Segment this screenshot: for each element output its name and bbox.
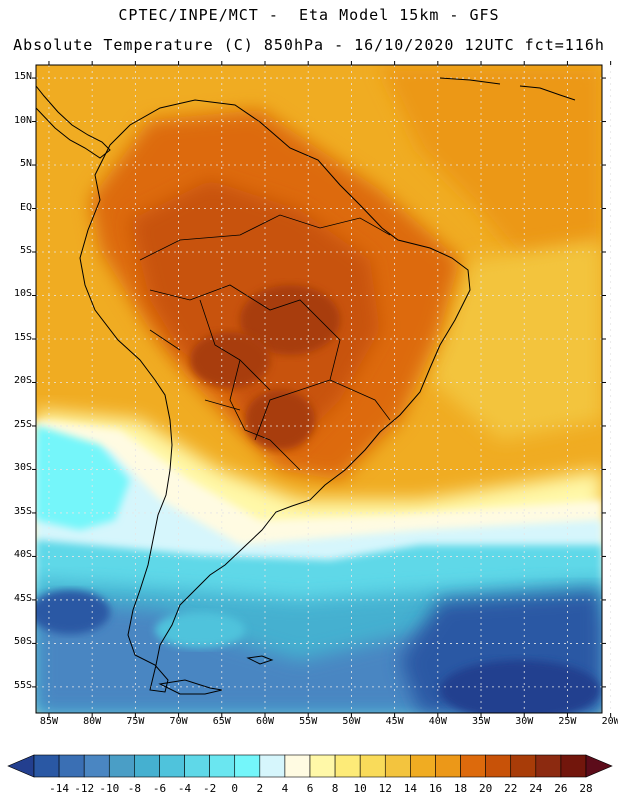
lon-tick-label: 85W bbox=[39, 716, 58, 727]
colorbar-segment bbox=[384, 754, 411, 778]
colorbar-label: -14 bbox=[49, 782, 70, 795]
colorbar-label: -10 bbox=[99, 782, 120, 795]
colorbar-segment bbox=[83, 754, 110, 778]
colorbar-label: 8 bbox=[331, 782, 339, 795]
colorbar-segment bbox=[485, 754, 512, 778]
colorbar-segment bbox=[560, 754, 587, 778]
colorbar-label: 10 bbox=[353, 782, 367, 795]
lon-tick-label: 50W bbox=[342, 716, 361, 727]
temperature-field bbox=[36, 65, 602, 713]
field-patagonia-pocket bbox=[155, 612, 245, 648]
lat-tick-label: 10S bbox=[13, 288, 32, 300]
lat-tick-label: 10N bbox=[13, 114, 32, 126]
lat-tick-label: 15S bbox=[13, 331, 32, 343]
tierra-del-fuego bbox=[158, 679, 223, 695]
field-deep-blue-west bbox=[36, 590, 110, 634]
colorbar-label: 28 bbox=[579, 782, 593, 795]
field-deepest-blue bbox=[440, 660, 600, 713]
lon-tick-label: 45W bbox=[385, 716, 404, 727]
colorbar-max-arrow bbox=[585, 754, 613, 778]
falkland-islands bbox=[246, 655, 274, 665]
lat-tick-label: 55S bbox=[13, 679, 32, 691]
colorbar-segment bbox=[334, 754, 361, 778]
colorbar-segment bbox=[234, 754, 261, 778]
lat-tick-label: 20S bbox=[13, 375, 32, 387]
lat-lon-grid bbox=[36, 65, 612, 713]
lat-tick-label: 25S bbox=[13, 418, 32, 430]
colorbar-label: 18 bbox=[453, 782, 468, 795]
map-subtitle: Absolute Temperature (C) 850hPa - 16/10/… bbox=[13, 36, 605, 54]
lat-tick-label: EQ bbox=[19, 201, 32, 213]
colorbar-segment bbox=[184, 754, 210, 778]
lon-tick-label: 30W bbox=[515, 716, 534, 727]
colorbar-segment bbox=[535, 754, 562, 778]
field-cyan-tongue bbox=[36, 425, 130, 530]
colorbar-segment bbox=[209, 754, 236, 778]
lat-tick-label: 45S bbox=[13, 592, 32, 604]
lon-tick-label: 65W bbox=[212, 716, 231, 727]
colorbar-label: 24 bbox=[529, 782, 543, 795]
colorbar-label: -8 bbox=[127, 782, 141, 795]
lon-tick-label: 60W bbox=[255, 716, 275, 727]
colorbar-segment bbox=[134, 754, 160, 778]
central-america-coastline bbox=[36, 85, 111, 159]
colorbar-segment bbox=[58, 754, 85, 778]
colorbar-label: 4 bbox=[281, 782, 289, 795]
colorbar-segment bbox=[435, 754, 461, 778]
lon-tick-label: 40W bbox=[428, 716, 447, 727]
lon-tick-label: 70W bbox=[169, 716, 188, 727]
colorbar-segment bbox=[159, 754, 185, 778]
colorbar-segment bbox=[359, 754, 386, 778]
lat-tick-label: 30S bbox=[13, 462, 32, 474]
lon-tick-label: 75W bbox=[126, 716, 145, 727]
lat-tick-label: 5S bbox=[19, 245, 32, 256]
map-title: CPTEC/INPE/MCT - Eta Model 15km - GFS bbox=[118, 6, 500, 24]
colorbar-segment bbox=[284, 754, 311, 778]
colorbar-label: 2 bbox=[256, 782, 264, 795]
lat-tick-label: 35S bbox=[13, 505, 32, 517]
lat-tick-label: 5N bbox=[19, 158, 32, 170]
colorbar-segment bbox=[108, 754, 135, 778]
field-hottest-west bbox=[190, 332, 270, 388]
coastlines bbox=[36, 77, 576, 695]
colorbar-segment bbox=[309, 754, 336, 778]
colorbar-min-arrow bbox=[7, 754, 35, 778]
lat-tick-label: 50S bbox=[13, 636, 32, 648]
colorbar-label: 22 bbox=[504, 782, 518, 795]
colorbar-segment bbox=[410, 754, 436, 778]
field-hottest-south bbox=[245, 390, 315, 450]
colorbar-label: -4 bbox=[177, 782, 192, 795]
colorbar-label: -6 bbox=[152, 782, 167, 795]
colorbar-label: 6 bbox=[306, 782, 314, 795]
colorbar-segment bbox=[460, 754, 486, 778]
south-america-coastline bbox=[79, 99, 471, 693]
colorbar-label: 0 bbox=[231, 782, 239, 795]
axis-ticks bbox=[32, 61, 612, 717]
lat-tick-label: 40S bbox=[13, 549, 32, 561]
lon-tick-label: 55W bbox=[299, 716, 318, 727]
colorbar bbox=[7, 754, 613, 778]
lon-tick-label: 80W bbox=[83, 716, 102, 727]
lon-tick-label: 25W bbox=[558, 716, 577, 727]
colorbar-label: 20 bbox=[479, 782, 493, 795]
lon-tick-label: 35W bbox=[471, 716, 491, 727]
lat-tick-label: 15N bbox=[13, 71, 32, 83]
colorbar-label: 14 bbox=[403, 782, 417, 795]
field-ne-warm bbox=[380, 65, 602, 260]
colorbar-segment bbox=[259, 754, 286, 778]
colorbar-label: 12 bbox=[378, 782, 392, 795]
colorbar-label: 26 bbox=[554, 782, 568, 795]
field-atlantic-band bbox=[430, 240, 602, 440]
colorbar-segment bbox=[510, 754, 537, 778]
colorbar-label: -12 bbox=[74, 782, 95, 795]
colorbar-label: 16 bbox=[428, 782, 443, 795]
colorbar-segment bbox=[33, 754, 60, 778]
caribbean-islands bbox=[439, 77, 576, 101]
field-hottest-center bbox=[240, 285, 340, 355]
map-frame bbox=[35, 64, 603, 714]
lon-tick-label: 20W bbox=[601, 716, 618, 727]
colorbar-label: -2 bbox=[203, 782, 217, 795]
country-borders bbox=[139, 214, 391, 471]
